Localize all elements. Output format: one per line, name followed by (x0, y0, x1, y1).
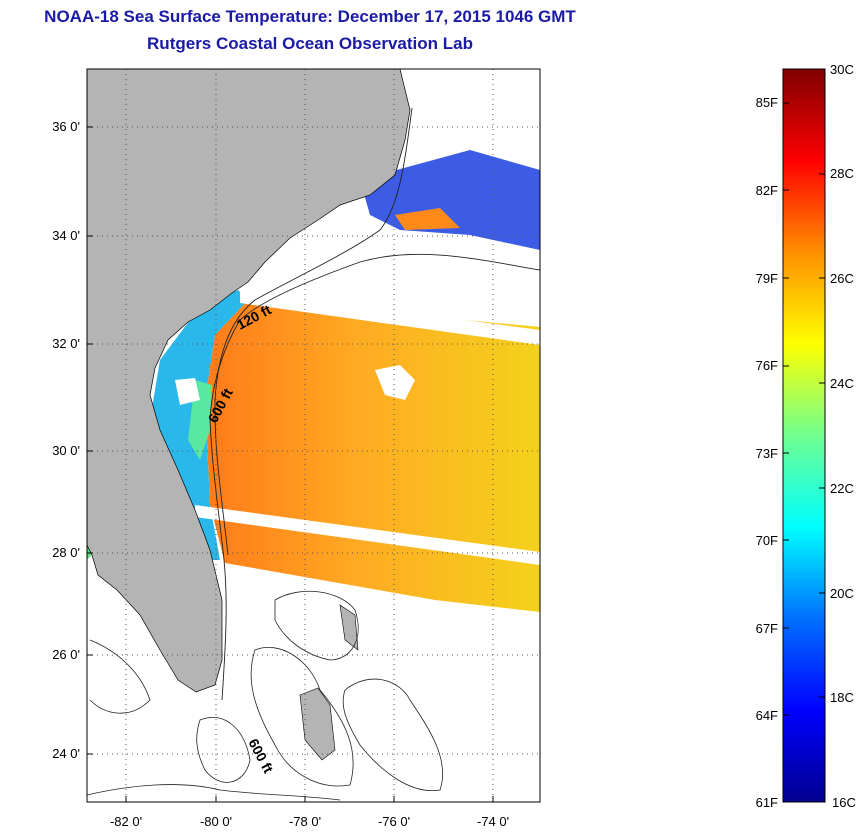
bathymetry-contour (214, 107, 413, 556)
lon-tick-label: -80 0' (200, 814, 232, 829)
land-bahamas-2 (339, 604, 359, 651)
lon-tick-label: -76 0' (378, 814, 410, 829)
colorbar-celsius-label: 26C (830, 271, 854, 286)
bathymetry-contour (196, 717, 251, 783)
colorbar-celsius-label: 28C (830, 166, 854, 181)
map-grid (87, 69, 540, 802)
colorbar-fahrenheit-label: 61F (756, 795, 778, 810)
colorbar-celsius-label: 30C (830, 62, 854, 77)
lon-tick-label: -78 0' (289, 814, 321, 829)
bathymetry-contour (209, 253, 540, 701)
map-tick-marks (87, 126, 494, 802)
colorbar-fahrenheit-label: 67F (756, 621, 778, 636)
lat-tick-label: 30 0' (52, 443, 80, 458)
colorbar-celsius-label: 22C (830, 481, 854, 496)
lat-tick-label: 24 0' (52, 746, 80, 761)
colorbar-fahrenheit-label: 64F (756, 708, 778, 723)
colorbar-celsius-label: 18C (830, 690, 854, 705)
sst-swath-north-warm (395, 208, 460, 230)
colorbar-fahrenheit-label: 73F (756, 446, 778, 461)
bathymetry-contour (250, 647, 354, 787)
swath-gap-north (240, 290, 540, 345)
bathymetry-contour (274, 590, 359, 661)
colorbar-celsius-label: 24C (830, 376, 854, 391)
colorbar-fahrenheit-label: 82F (756, 183, 778, 198)
colorbar-ticks (783, 102, 825, 716)
bathymetry-contour (342, 678, 444, 792)
colorbar-fahrenheit-label: 76F (756, 358, 778, 373)
map-subtitle: Rutgers Coastal Ocean Observation Lab (147, 34, 473, 53)
lon-tick-label: -74 0' (477, 814, 509, 829)
colorbar-celsius-label: 20C (830, 586, 854, 601)
lon-tick-label: -82 0' (110, 814, 142, 829)
lat-tick-label: 34 0' (52, 228, 80, 243)
cloud-patch (175, 378, 200, 405)
colorbar-celsius-label: 16C (832, 795, 856, 810)
swath-gap-south (195, 505, 540, 565)
bathymetry-contour (87, 784, 341, 801)
land-us-east-coast (87, 69, 411, 693)
map-border (86, 68, 541, 803)
colorbar-fahrenheit-label: 79F (756, 271, 778, 286)
bathymetry-contour (89, 639, 151, 714)
lat-tick-label: 32 0' (52, 336, 80, 351)
map-title: NOAA-18 Sea Surface Temperature: Decembe… (44, 7, 576, 26)
sst-swath (205, 300, 540, 612)
colorbar-fahrenheit-label: 70F (756, 533, 778, 548)
lat-tick-label: 36 0' (52, 119, 80, 134)
colorbar-fahrenheit-label: 85F (756, 95, 778, 110)
lat-tick-label: 26 0' (52, 647, 80, 662)
colorbar (782, 68, 826, 803)
lat-tick-label: 28 0' (52, 545, 80, 560)
cloud-patch (375, 365, 415, 400)
